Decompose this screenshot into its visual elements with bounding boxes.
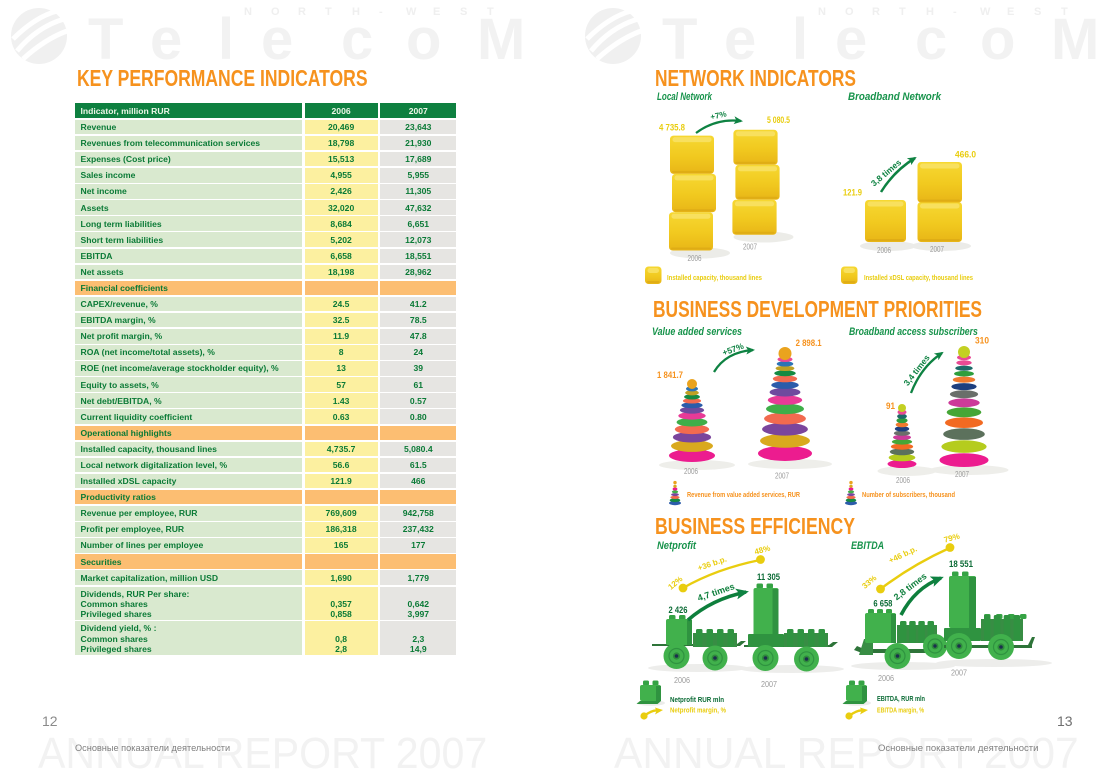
svg-text:2 426: 2 426 (669, 605, 688, 616)
svg-text:2 898.1: 2 898.1 (796, 338, 823, 349)
svg-text:Installed xDSL capacity, thous: Installed xDSL capacity, thousand lines (864, 273, 973, 282)
svg-text:2006: 2006 (877, 246, 891, 255)
svg-text:6 658: 6 658 (873, 599, 892, 610)
svg-text:Netprofit margin, %: Netprofit margin, % (670, 706, 726, 715)
svg-text:466.0: 466.0 (955, 150, 976, 160)
svg-text:+7%: +7% (710, 109, 728, 121)
svg-text:2007: 2007 (930, 245, 944, 254)
svg-text:Netprofit RUR mln: Netprofit RUR mln (670, 695, 724, 704)
svg-text:Installed capacity, thousand l: Installed capacity, thousand lines (667, 273, 762, 282)
svg-text:+46 b.p.: +46 b.p. (887, 544, 918, 565)
svg-text:2007: 2007 (951, 669, 967, 678)
svg-text:11 305: 11 305 (757, 572, 781, 583)
svg-text:2007: 2007 (743, 243, 757, 252)
svg-text:EBITDA margin, %: EBITDA margin, % (877, 706, 924, 715)
svg-text:33%: 33% (860, 573, 878, 590)
svg-text:4 735.8: 4 735.8 (659, 123, 685, 133)
svg-text:2007: 2007 (761, 680, 777, 689)
svg-text:2006: 2006 (878, 674, 894, 683)
svg-text:2006: 2006 (674, 676, 690, 685)
svg-text:Revenue from value added servi: Revenue from value added services, RUR (687, 490, 800, 499)
svg-text:79%: 79% (943, 532, 961, 545)
svg-text:91: 91 (886, 401, 896, 412)
svg-text:48%: 48% (753, 544, 771, 557)
svg-text:5 080.5: 5 080.5 (767, 115, 790, 125)
svg-text:Number of subscribers, thousan: Number of subscribers, thousand (862, 490, 955, 499)
svg-text:2007: 2007 (775, 472, 789, 481)
svg-text:310: 310 (975, 336, 989, 347)
svg-text:EBITDA, RUR mln: EBITDA, RUR mln (877, 694, 925, 703)
svg-text:2007: 2007 (955, 470, 969, 479)
svg-text:2006: 2006 (684, 467, 698, 476)
svg-text:121.9: 121.9 (843, 188, 862, 198)
svg-text:2006: 2006 (688, 254, 702, 263)
svg-text:1 841.7: 1 841.7 (657, 370, 683, 381)
svg-text:2006: 2006 (896, 476, 910, 485)
svg-text:18 551: 18 551 (949, 559, 974, 570)
